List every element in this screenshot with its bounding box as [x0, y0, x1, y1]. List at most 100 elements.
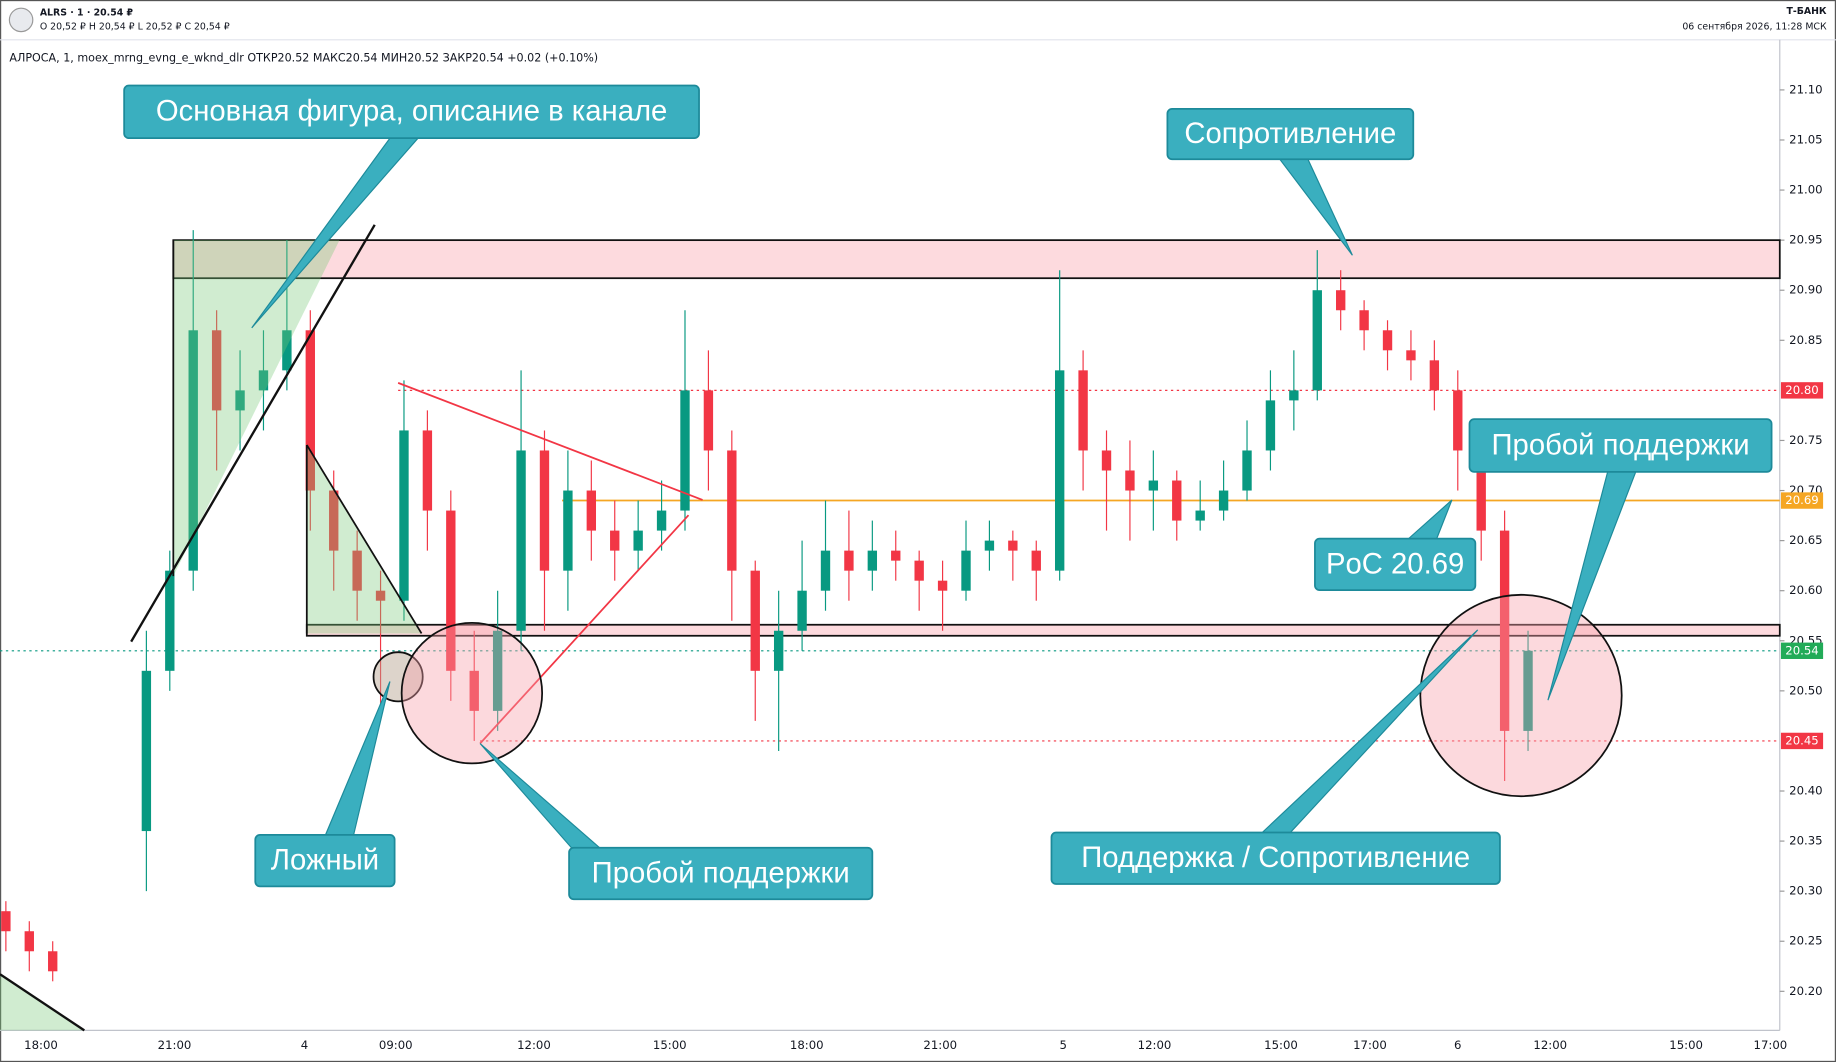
brand: Т-БАНК [1786, 6, 1826, 17]
callout-box [1468, 418, 1773, 473]
candle-body [1031, 550, 1041, 571]
candle-body [1172, 480, 1182, 521]
candle-body [539, 450, 550, 571]
callout-box [123, 84, 700, 140]
price-badge-label: 20.54 [1785, 643, 1818, 657]
y-tick-label: 20.65 [1789, 533, 1822, 547]
candle-body [727, 450, 737, 571]
x-tick-label: 5 [1059, 1038, 1066, 1052]
x-tick-label: 21:00 [923, 1038, 957, 1052]
ohlc: O 20,52 ₽ H 20,54 ₽ L 20,52 ₽ C 20,54 ₽ [40, 21, 230, 32]
trend-line [130, 224, 376, 643]
candle-body [329, 490, 339, 551]
candle-body [1336, 290, 1346, 311]
candle-body [773, 630, 784, 671]
candle-body [24, 931, 34, 952]
y-tick-label: 20.25 [1789, 934, 1822, 948]
candle-body [1476, 450, 1486, 531]
candle-body [258, 370, 269, 391]
candle-body [469, 670, 479, 711]
candle-body [1078, 370, 1088, 451]
candle-body [1406, 350, 1416, 361]
candle-body [516, 450, 526, 631]
x-tick-label: 18:00 [24, 1038, 58, 1052]
callout-text: Пробой поддержки [1492, 429, 1750, 461]
candle-body [610, 530, 620, 551]
price-badge-label: 20.80 [1785, 383, 1818, 397]
x-tick-label: 17:00 [1353, 1038, 1387, 1052]
callout-box [1314, 537, 1477, 592]
callout-text: Основная фигура, описание в канале [156, 96, 668, 128]
candle-body [891, 550, 901, 561]
y-tick-label: 20.90 [1789, 283, 1822, 297]
price-badge [1780, 382, 1824, 399]
y-tick-label: 20.85 [1789, 333, 1822, 347]
y-tick-label: 20.60 [1789, 583, 1822, 597]
candle-body [586, 490, 597, 531]
candle-body [984, 540, 995, 551]
candle-body [914, 560, 924, 581]
x-tick-label: 15:00 [1264, 1038, 1298, 1052]
candle-body [446, 510, 456, 671]
x-tick-label: 12:00 [1533, 1038, 1567, 1052]
callout-text: Ложный [271, 845, 379, 877]
circle-mark [372, 651, 424, 703]
candle-body [656, 510, 667, 531]
wedge-line [479, 514, 690, 745]
y-tick-label: 21.00 [1789, 183, 1822, 197]
candle-body [844, 550, 854, 571]
candle-body [1312, 290, 1322, 391]
candle-body [867, 550, 878, 571]
y-tick-label: 21.05 [1789, 132, 1822, 146]
candle-body [282, 330, 292, 371]
candle-body [1289, 390, 1299, 401]
candle-body [492, 630, 503, 711]
candle-body [188, 330, 198, 571]
candle-body [211, 330, 222, 411]
y-tick-label: 20.35 [1789, 834, 1822, 848]
trend-line [306, 444, 423, 634]
candle-body [375, 590, 386, 601]
circle-mark [1419, 593, 1623, 798]
candle-body [141, 670, 152, 832]
y-tick-label: 20.95 [1789, 233, 1822, 247]
candle-body [1453, 390, 1463, 451]
candle-body [820, 550, 831, 591]
wedge-line [397, 382, 703, 501]
callout-box [1050, 831, 1501, 885]
candle-body [1382, 330, 1393, 351]
candle-body [1125, 470, 1135, 491]
price-badge-label: 20.45 [1785, 733, 1818, 747]
callout-box [1166, 108, 1415, 161]
timestamp: 06 сентября 2026, 11:28 МСК [1682, 21, 1827, 32]
x-tick-label: 12:00 [1138, 1038, 1172, 1052]
candle-body [1008, 540, 1018, 551]
legend: АЛРОСА, 1, moex_mrng_evng_e_wknd_dlr ОТК… [9, 52, 598, 65]
candle-body [1195, 510, 1205, 521]
candle-body [1265, 400, 1276, 451]
candle-body [1054, 370, 1065, 571]
candle-body [750, 570, 760, 671]
callout-text: PoC 20.69 [1326, 548, 1464, 580]
candle-body [1523, 650, 1533, 731]
zone [172, 239, 1781, 280]
circle-mark [400, 622, 544, 765]
candle-body [797, 590, 807, 631]
candle-body [1148, 480, 1159, 491]
candle-body [165, 570, 175, 671]
candle-body [937, 580, 948, 591]
logo [8, 7, 34, 33]
candle-body [422, 430, 433, 511]
candle-body [633, 530, 643, 551]
trend-line [0, 973, 85, 1032]
candle-body [305, 330, 315, 491]
y-tick-label: 20.20 [1789, 984, 1822, 998]
price-badge-label: 20.69 [1785, 493, 1818, 507]
x-tick-label: 17:00 [1754, 1038, 1788, 1052]
y-tick-label: 20.30 [1789, 884, 1822, 898]
y-tick-label: 20.50 [1789, 683, 1822, 697]
price-badge [1780, 642, 1824, 659]
x-tick-label: 15:00 [653, 1038, 687, 1052]
